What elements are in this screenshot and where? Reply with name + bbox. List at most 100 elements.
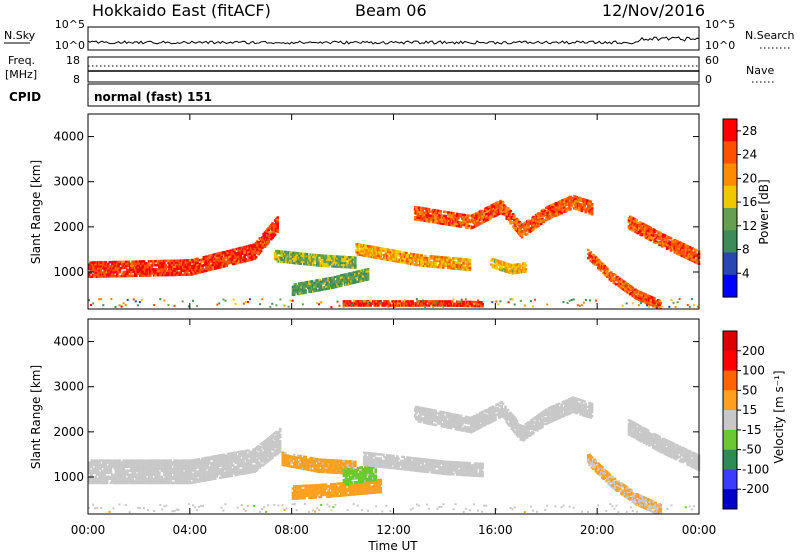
heatmap-cell — [464, 216, 468, 219]
heatmap-cell — [478, 303, 482, 306]
velocity-heatmap-cells — [88, 396, 701, 515]
heatmap-cell — [360, 300, 363, 303]
heatmap-cell — [650, 302, 654, 305]
heatmap-cell — [93, 267, 96, 270]
heatmap-cell — [650, 298, 654, 301]
heatmap-cell — [191, 258, 194, 262]
heatmap-cell — [121, 463, 124, 466]
heatmap-cell — [375, 300, 378, 303]
heatmap-cell — [93, 461, 96, 464]
heatmap-cell — [366, 302, 370, 305]
heatmap-cell — [648, 238, 651, 241]
heatmap-cell — [489, 217, 492, 220]
heatmap-cell — [649, 303, 652, 307]
heatmap-cell — [653, 305, 656, 308]
heatmap-cell — [212, 261, 216, 264]
heatmap-cell — [524, 227, 528, 230]
heatmap-cell — [383, 300, 386, 303]
heatmap-cell — [114, 471, 118, 474]
heatmap-cell — [107, 471, 110, 474]
heatmap-cell — [481, 215, 484, 218]
heatmap-cell — [316, 302, 319, 305]
heatmap-cell — [214, 265, 217, 268]
heatmap-cell — [160, 272, 164, 275]
heatmap-cell — [402, 251, 405, 254]
heatmap-cell — [355, 249, 358, 252]
heatmap-cell — [203, 471, 207, 474]
heatmap-cell — [658, 299, 661, 302]
heatmap-cell — [571, 200, 575, 204]
heatmap-cell — [420, 254, 423, 257]
heatmap-cell — [242, 450, 245, 453]
heatmap-cell — [578, 208, 581, 212]
heatmap-cell — [298, 254, 301, 257]
heatmap-cell — [88, 299, 90, 302]
heatmap-cell — [464, 220, 468, 223]
heatmap-cell — [135, 274, 138, 277]
heatmap-cell — [532, 305, 534, 308]
heatmap-cell — [433, 304, 436, 307]
nave-tick-low: 0 — [705, 73, 712, 86]
heatmap-cell — [240, 260, 244, 264]
heatmap-cell — [197, 474, 201, 477]
heatmap-cell — [660, 239, 664, 242]
heatmap-cell — [271, 222, 274, 225]
heatmap-cell — [177, 469, 180, 472]
heatmap-cell — [239, 255, 243, 258]
heatmap-cell — [221, 253, 225, 256]
heatmap-cell — [301, 303, 304, 306]
heatmap-cell — [145, 467, 148, 470]
heatmap-cell — [662, 241, 665, 245]
heatmap-cell — [169, 479, 173, 483]
heatmap-cell — [636, 225, 640, 229]
heatmap-cell — [267, 239, 271, 242]
heatmap-cell — [654, 299, 657, 303]
heatmap-cell — [126, 298, 129, 301]
heatmap-cell — [653, 228, 656, 232]
heatmap-cell — [202, 256, 206, 259]
heatmap-cell — [342, 263, 346, 267]
heatmap-cell — [440, 214, 444, 217]
heatmap-cell — [636, 296, 640, 299]
heatmap-cell — [142, 274, 146, 277]
heatmap-cell — [507, 301, 510, 304]
heatmap-cell — [100, 298, 103, 301]
heatmap-cell — [234, 453, 237, 456]
heatmap-cell — [161, 265, 165, 269]
heatmap-cell — [121, 473, 124, 476]
heatmap-cell — [102, 304, 105, 307]
heatmap-cell — [457, 302, 460, 305]
heatmap-cell — [424, 264, 427, 268]
heatmap-cell — [95, 469, 99, 472]
heatmap-cell — [676, 250, 679, 253]
heatmap-cell — [678, 247, 682, 250]
heatmap-cell — [394, 302, 398, 305]
heatmap-cell — [206, 265, 209, 268]
heatmap-cell — [452, 212, 455, 215]
heatmap-cell — [363, 273, 366, 276]
heatmap-cell — [88, 479, 91, 483]
heatmap-cell — [425, 258, 428, 262]
heatmap-cell — [94, 471, 97, 474]
heatmap-cell — [584, 211, 587, 214]
heatmap-cell — [109, 481, 113, 485]
heatmap-cell — [595, 299, 598, 302]
heatmap-cell — [299, 260, 302, 263]
heatmap-cell — [229, 249, 232, 252]
heatmap-cell — [538, 213, 542, 216]
heatmap-cell — [383, 256, 386, 259]
heatmap-cell — [668, 305, 671, 308]
heatmap-cell — [562, 301, 565, 304]
heatmap-cell — [425, 217, 428, 221]
heatmap-cell — [478, 218, 482, 221]
heatmap-cell — [383, 254, 386, 257]
heatmap-cell — [425, 207, 428, 211]
heatmap-cell — [120, 305, 123, 308]
heatmap-cell — [455, 265, 459, 268]
heatmap-cell — [492, 258, 496, 261]
heatmap-cell — [420, 300, 423, 303]
heatmap-cell — [455, 214, 459, 218]
heatmap-cell — [127, 481, 131, 485]
heatmap-cell — [95, 269, 99, 272]
heatmap-cell — [454, 267, 458, 270]
